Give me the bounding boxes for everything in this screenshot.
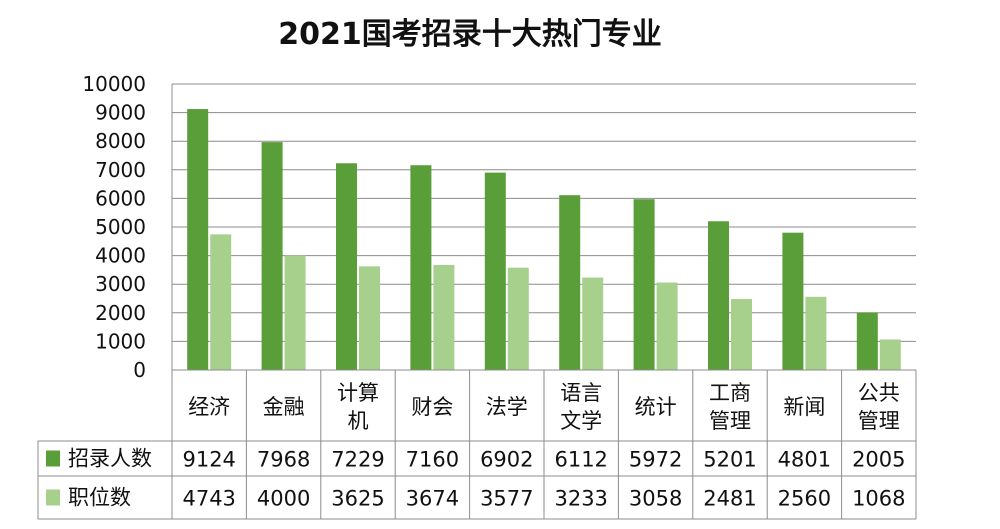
y-tick-label: 5000 <box>95 215 146 239</box>
y-tick-label: 9000 <box>95 101 146 125</box>
table-cell-value: 3625 <box>331 487 384 511</box>
bar-positions <box>805 296 827 370</box>
bar-enrollment <box>410 165 432 370</box>
category-label: 财会 <box>411 395 453 419</box>
bars <box>187 109 901 371</box>
table-cell-value: 2481 <box>703 487 756 511</box>
bar-enrollment <box>559 195 581 370</box>
bar-enrollment <box>633 199 655 370</box>
bar-positions <box>582 277 604 370</box>
y-tick-label: 1000 <box>95 329 146 353</box>
bar-enrollment <box>261 142 283 370</box>
legend-key <box>46 450 60 467</box>
table-cell-value: 4743 <box>182 487 235 511</box>
bar-enrollment <box>336 163 357 370</box>
category-label: 管理 <box>709 409 751 433</box>
category-label: 管理 <box>858 409 900 433</box>
bar-enrollment <box>484 172 506 370</box>
y-axis-ticks: 0 1000 2000 3000 4000 5000 6000 7000 8000 9000 100… <box>82 72 146 382</box>
table-cell-value: 1068 <box>852 487 905 511</box>
table-cell-value: 5201 <box>703 448 756 472</box>
table-cell-value: 6902 <box>480 448 533 472</box>
legend-key <box>46 489 60 506</box>
bar-positions <box>433 264 455 370</box>
category-label: 法学 <box>486 395 528 419</box>
table-cell-value: 6112 <box>554 448 607 472</box>
table-cell-value: 2560 <box>778 487 831 511</box>
y-tick-label: 0 <box>133 358 146 382</box>
table-cell-value: 2005 <box>852 448 905 472</box>
bar-positions <box>879 339 901 370</box>
legend-label: 职位数 <box>68 486 131 510</box>
y-tick-label: 6000 <box>95 186 146 210</box>
category-label: 文学 <box>560 409 602 433</box>
table-cell-value: 7160 <box>406 448 459 472</box>
bar-enrollment <box>856 312 878 370</box>
table-cell-value: 4801 <box>778 448 831 472</box>
bar-enrollment <box>708 221 729 370</box>
category-label: 语言 <box>560 381 602 405</box>
chart-title: 2021国考招录十大热门专业 <box>278 17 662 52</box>
table-cell-value: 3058 <box>629 487 682 511</box>
category-label: 新闻 <box>783 395 825 419</box>
bar-positions <box>656 282 678 370</box>
table-cell-value: 7229 <box>331 448 384 472</box>
table-cell-value: 4000 <box>257 487 310 511</box>
bar-enrollment <box>782 232 804 370</box>
category-label: 工商 <box>709 381 751 405</box>
category-label: 公共 <box>858 381 900 405</box>
y-tick-label: 4000 <box>95 244 146 268</box>
table-cell-value: 5972 <box>629 448 682 472</box>
bar-positions <box>284 255 306 370</box>
gridlines <box>171 83 916 371</box>
y-tick-label: 7000 <box>95 158 146 182</box>
category-label: 机 <box>348 409 369 433</box>
category-label: 统计 <box>635 395 677 419</box>
table-cell-value: 7968 <box>257 448 310 472</box>
category-label: 经济 <box>188 395 230 419</box>
table-cell-value: 3674 <box>406 487 459 511</box>
category-label: 金融 <box>263 395 305 419</box>
legend-label: 招录人数 <box>68 447 152 471</box>
y-tick-label: 3000 <box>95 272 146 296</box>
table-cell-value: 9124 <box>182 448 235 472</box>
table-cell-value: 3233 <box>554 487 607 511</box>
table-cell-value: 3577 <box>480 487 533 511</box>
bar-enrollment <box>187 109 209 371</box>
bar-positions <box>210 234 232 370</box>
bar-positions <box>507 267 529 370</box>
category-label: 计算 <box>337 381 379 405</box>
y-tick-label: 2000 <box>95 301 146 325</box>
bar-positions <box>731 299 752 370</box>
bar-positions <box>359 266 380 370</box>
y-tick-label: 8000 <box>95 129 146 153</box>
y-tick-label: 10000 <box>82 72 146 96</box>
